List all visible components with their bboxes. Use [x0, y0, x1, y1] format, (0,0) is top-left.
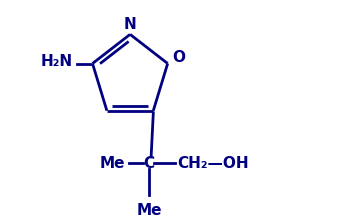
Text: O: O [172, 50, 185, 65]
Text: Me: Me [136, 203, 162, 218]
Text: H₂N: H₂N [41, 54, 73, 69]
Text: C: C [143, 156, 154, 171]
Text: Me: Me [99, 156, 125, 171]
Text: N: N [124, 17, 136, 32]
Text: CH₂—OH: CH₂—OH [178, 156, 249, 171]
